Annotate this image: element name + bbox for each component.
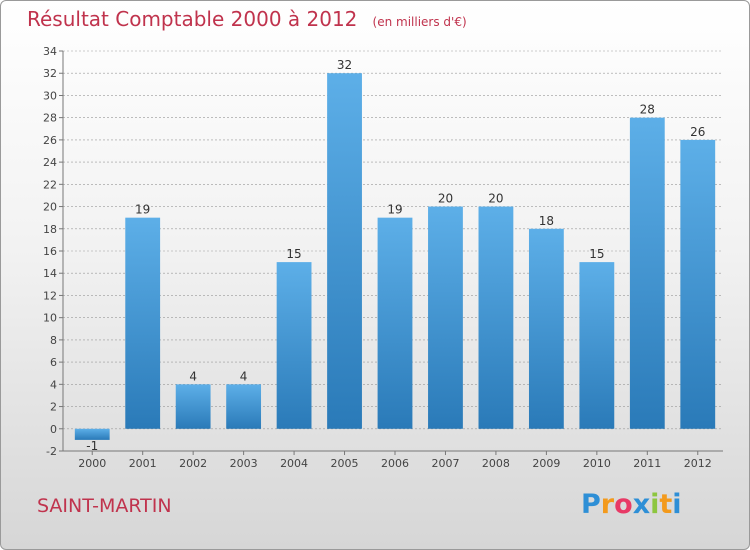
y-tick-label: 34 [43,45,57,58]
x-tick-label: 2009 [532,457,560,470]
y-tick-label: 24 [43,156,57,169]
y-tick-label: 4 [50,378,57,391]
data-label: 28 [640,103,655,117]
data-label: 19 [387,203,402,217]
bar [276,262,312,429]
x-tick-label: 2012 [684,457,712,470]
data-label: 18 [539,214,554,228]
logo-letter: o [614,489,633,520]
place-label: SAINT-MARTIN [37,495,172,517]
data-label: 19 [135,203,150,217]
y-tick-label: 32 [43,67,57,80]
x-tick-label: 2010 [583,457,611,470]
x-tick-label: 2008 [482,457,510,470]
chart-title: Résultat Comptable 2000 à 2012 (en milli… [27,7,467,31]
y-tick-label: 6 [50,356,57,369]
y-tick-label: -2 [46,445,57,458]
bars [74,73,716,440]
proxiti-logo: Proxiti [581,489,682,520]
bar [528,228,564,429]
x-tick-label: 2000 [78,457,106,470]
x-tick-label: 2005 [331,457,359,470]
title-main: Résultat Comptable 2000 à 2012 [27,7,358,31]
logo-letter: x [632,489,651,520]
data-label: 4 [240,369,248,383]
bar [377,217,413,429]
logo-letter: P [581,489,601,520]
data-label: 20 [488,192,503,206]
data-label: 26 [690,125,705,139]
y-tick-label: 16 [43,245,57,258]
x-tick-label: 2007 [431,457,459,470]
bar [680,139,716,429]
logo-letter: i [672,489,682,520]
y-tick-label: 26 [43,134,57,147]
y-tick-label: 10 [43,312,57,325]
x-tick-label: 2006 [381,457,409,470]
x-tick-label: 2002 [179,457,207,470]
y-tick-label: 8 [50,334,57,347]
data-label: -1 [86,439,98,453]
bar [478,206,514,429]
bar [125,217,161,429]
title-unit: (en milliers d'€) [372,15,467,29]
bar [74,428,110,440]
y-tick-label: 12 [43,289,57,302]
y-tick-label: 30 [43,89,57,102]
y-tick-label: 18 [43,223,57,236]
axes [59,50,723,455]
data-label: 4 [189,369,197,383]
data-label: 32 [337,58,352,72]
x-tick-label: 2001 [129,457,157,470]
y-tick-label: 0 [50,423,57,436]
x-tick-labels: 2000 2001 2002 2003 2004 2005 2006 2007 2008 2009… [78,457,712,470]
y-tick-label: 14 [43,267,57,280]
x-tick-label: 2011 [633,457,661,470]
logo-letter: r [600,489,615,520]
x-tick-label: 2004 [280,457,308,470]
y-tick-label: 20 [43,201,57,214]
logo-letter: t [659,489,673,520]
data-label: 20 [438,192,453,206]
y-tick-label: 22 [43,178,57,191]
data-label: 15 [286,247,301,261]
bar [428,206,463,429]
y-tick-label: 28 [43,112,57,125]
bar [226,384,262,429]
grid-lines [63,50,723,452]
data-label: 15 [589,247,604,261]
logo-letter: i [650,489,660,520]
y-tick-label: 2 [50,401,57,414]
bar [175,384,211,429]
x-tick-label: 2003 [230,457,258,470]
bar [629,117,665,429]
bar [579,262,615,429]
bar [327,73,362,429]
data-labels: -1 19 4 4 15 32 19 20 20 18 15 28 26 [86,58,705,453]
